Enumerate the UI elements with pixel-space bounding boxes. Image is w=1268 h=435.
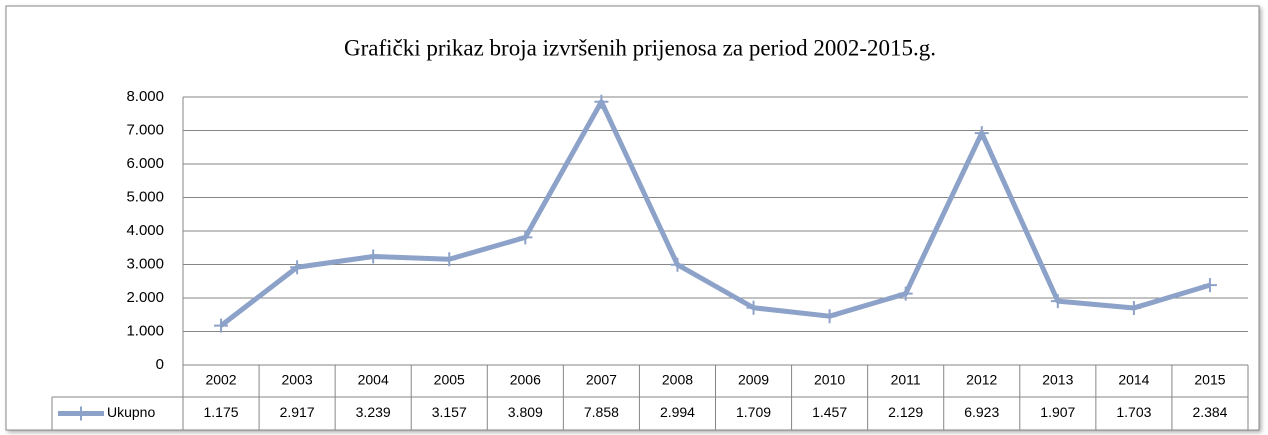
y-tick-label: 8.000 <box>126 88 164 105</box>
point-marker <box>670 257 685 272</box>
y-tick-label: 2.000 <box>126 289 164 306</box>
data-label: 7.858 <box>584 404 619 420</box>
y-tick-label: 3.000 <box>126 255 164 272</box>
data-label: 6.923 <box>964 404 999 420</box>
x-tick-label: 2005 <box>434 372 465 388</box>
point-marker <box>518 230 533 245</box>
data-label: 3.239 <box>356 404 391 420</box>
point-marker <box>290 260 305 275</box>
data-label: 1.457 <box>812 404 847 420</box>
point-marker <box>1126 300 1141 315</box>
data-label: 2.129 <box>888 404 923 420</box>
y-tick-label: 6.000 <box>126 155 164 172</box>
x-tick-label: 2011 <box>891 372 921 388</box>
point-marker <box>594 94 609 109</box>
y-tick-label: 0 <box>156 356 164 373</box>
x-tick-label: 2015 <box>1194 372 1225 388</box>
data-label: 1.175 <box>204 404 239 420</box>
data-label: 2.384 <box>1192 404 1227 420</box>
point-marker <box>214 318 229 333</box>
point-marker <box>822 309 837 324</box>
y-tick-label: 1.000 <box>126 322 164 339</box>
y-tick-label: 5.000 <box>126 188 164 205</box>
x-tick-label: 2007 <box>586 372 617 388</box>
x-tick-label: 2006 <box>510 372 541 388</box>
y-tick-label: 7.000 <box>126 121 164 138</box>
data-label: 1.703 <box>1116 404 1151 420</box>
legend-swatch-marker <box>74 406 88 421</box>
y-tick-label: 4.000 <box>126 222 164 239</box>
data-label: 3.157 <box>432 404 467 420</box>
x-tick-label: 2014 <box>1118 372 1149 388</box>
x-tick-label: 2009 <box>738 372 769 388</box>
x-tick-label: 2008 <box>662 372 693 388</box>
x-tick-label: 2004 <box>358 372 389 388</box>
point-marker <box>366 249 381 264</box>
legend-label: Ukupno <box>107 404 155 420</box>
data-label: 2.994 <box>660 404 695 420</box>
point-marker <box>746 300 761 315</box>
x-tick-label: 2002 <box>205 372 236 388</box>
point-marker <box>1050 294 1065 309</box>
x-tick-label: 2003 <box>282 372 313 388</box>
chart-title: Grafički prikaz broja izvršenih prijenos… <box>344 35 936 60</box>
point-marker <box>442 252 457 267</box>
data-label: 1.709 <box>736 404 771 420</box>
point-marker <box>1202 278 1217 293</box>
data-label: 2.917 <box>280 404 315 420</box>
data-label: 3.809 <box>508 404 543 420</box>
line <box>219 99 1211 328</box>
x-tick-label: 2013 <box>1042 372 1073 388</box>
point-marker <box>974 126 989 141</box>
point-marker <box>898 286 913 301</box>
x-tick-label: 2012 <box>966 372 997 388</box>
x-tick-label: 2010 <box>814 372 845 388</box>
chart-frame <box>5 5 1260 431</box>
data-label: 1.907 <box>1040 404 1075 420</box>
